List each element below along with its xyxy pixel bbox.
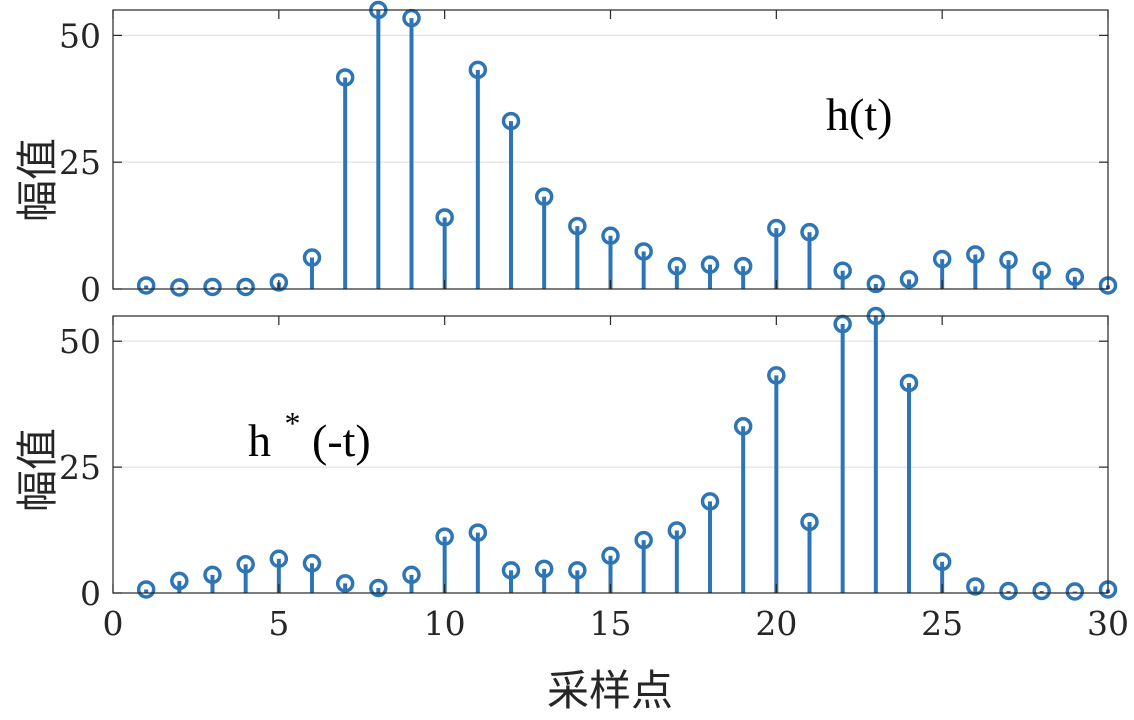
bottom-stem-marker [1065,582,1085,601]
bottom-stem-marker [568,561,587,580]
bottom-y-tick-label: 25 [59,448,101,487]
top-y-ticks: 0 25 50 [59,16,1108,309]
top-stem-marker [302,248,322,267]
bottom-stem-marker [534,559,554,579]
top-grid [113,34,1108,163]
bottom-stem-marker [966,577,985,596]
bottom-subplot: 0 25 50 0 5 10 15 20 25 30 幅值 采样点 h * (-t) [13,306,1129,715]
bottom-stem-marker [899,373,919,393]
top-y-tick-label: 50 [59,16,101,55]
bottom-stem-marker [402,565,421,585]
top-stem-marker [203,277,222,297]
bottom-stem-marker [501,561,521,580]
bottom-y-tick-label: 50 [59,322,101,361]
bottom-annotation-suffix: (-t) [312,415,371,466]
top-stem-marker [767,218,786,238]
top-stem-marker [700,255,720,274]
top-x-ticks [112,10,1109,289]
top-subplot: 0 25 50 幅值 h(t) [13,0,1118,309]
bottom-stem-marker [767,366,786,385]
top-stem-marker [899,270,919,289]
top-stem-marker [435,208,454,227]
bottom-x-axis-label: 采样点 [547,666,673,715]
bottom-x-tick-label: 20 [755,604,797,643]
bottom-x-tick-label: 30 [1087,604,1129,643]
bottom-stem-marker [800,512,819,532]
bottom-y-tick-label: 0 [80,574,101,613]
bottom-stem-marker [700,492,720,511]
bottom-y-axis-label: 幅值 [13,428,62,512]
top-stem-marker [667,256,687,276]
bottom-stem-marker [302,554,322,573]
top-stem-marker [932,249,952,269]
top-stem-marker [1032,261,1051,280]
top-stem-marker [800,222,819,242]
bottom-x-tick-label: 10 [424,604,466,643]
bottom-x-tick-label: 15 [590,604,632,643]
bottom-stem-marker [999,581,1018,601]
top-stem-marker [568,216,587,236]
bottom-annotation: h * (-t) [248,393,371,466]
bottom-stems [136,306,1118,601]
top-stem-marker [501,111,521,131]
top-stem-marker [1065,267,1085,287]
bottom-stem-marker [634,530,653,550]
top-stem-marker [236,277,255,297]
bottom-y-ticks: 0 25 50 [59,322,1108,613]
bottom-stem-marker [136,580,156,599]
top-stem-marker [601,226,620,245]
top-stem-marker [335,68,355,87]
bottom-stem-marker [468,523,488,542]
bottom-stem-marker [269,549,289,569]
top-stem-marker [534,187,554,206]
top-stem-marker [402,8,421,28]
top-stems [136,0,1118,297]
top-stem-marker [136,276,156,295]
top-stem-marker [170,278,189,297]
bottom-stem-marker [601,546,620,565]
bottom-stem-marker [667,521,687,540]
top-y-tick-label: 25 [59,143,101,182]
top-stem-marker [866,274,886,294]
bottom-x-ticks: 0 5 10 15 20 25 30 [103,316,1129,643]
bottom-annotation-text: h [248,415,271,466]
bottom-stem-marker [203,565,222,585]
top-y-axis-label: 幅值 [13,138,62,222]
bottom-stem-marker [932,552,952,572]
bottom-grid [113,340,1108,468]
top-stem-marker [468,60,488,80]
bottom-annotation-superscript: * [285,405,301,441]
bottom-stem-marker [369,578,388,598]
top-stem-marker [269,273,289,292]
bottom-stem-marker [435,527,454,546]
bottom-stem-marker [170,571,189,591]
bottom-x-tick-label: 5 [268,604,289,643]
top-stem-marker [966,245,985,264]
top-annotation: h(t) [826,89,892,140]
top-stem-marker [833,261,852,280]
bottom-stem-marker [335,574,355,593]
top-stem-marker [999,250,1018,270]
bottom-stem-marker [733,417,753,436]
top-annotation-text: h(t) [826,89,892,140]
bottom-x-tick-label: 25 [921,604,963,643]
bottom-x-tick-label: 0 [103,604,124,643]
bottom-stem-marker [236,555,255,574]
bottom-stem-marker [1032,581,1051,601]
top-stem-marker [634,242,653,261]
top-stem-marker [733,256,753,276]
top-y-tick-label: 0 [80,270,101,309]
